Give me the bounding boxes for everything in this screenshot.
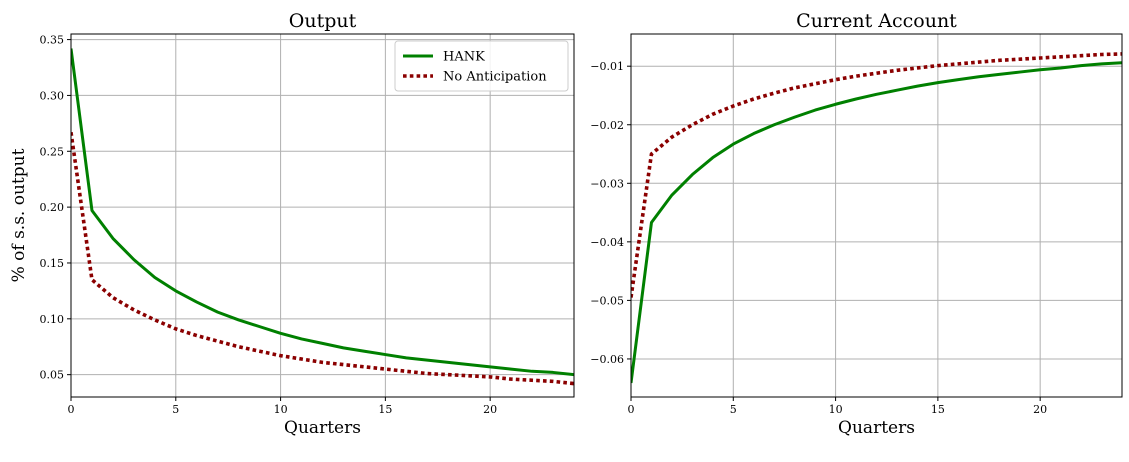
x-tick-label: 15 [378, 403, 392, 416]
legend: HANK No Anticipation [394, 40, 569, 92]
series-line-hank [71, 48, 574, 377]
legend-entry: No Anticipation [443, 70, 547, 85]
chart-title: Current Account [796, 10, 957, 32]
y-tick-label: −0.04 [590, 236, 624, 249]
y-tick-label: 0.25 [40, 145, 65, 158]
x-tick-label: 20 [1033, 403, 1047, 416]
series-line-no-anticipation [631, 52, 1122, 298]
y-tick-label: 0.20 [40, 201, 65, 214]
x-axis-label: Quarters [284, 418, 361, 438]
chart-panel-2: 0 5 10 15 20 −0.06 −0.05 −0.04 −0.03 −0.02 −0.01 Cu… [590, 10, 1123, 438]
y-tick-label: −0.01 [590, 60, 624, 73]
chart-title: Output [289, 10, 357, 32]
x-tick-label: 5 [730, 403, 737, 416]
series-line-no-anticipation [71, 132, 574, 386]
x-tick-label: 15 [931, 403, 945, 416]
y-tick-label: 0.35 [40, 34, 65, 47]
grid [70, 34, 574, 397]
y-axis-label: % of s.s. output [9, 148, 29, 282]
x-tick-label: 0 [628, 403, 635, 416]
legend-entry: HANK [443, 50, 485, 65]
y-tick-label: 0.05 [40, 369, 65, 382]
axes-frame [70, 33, 575, 398]
x-axis-label: Quarters [838, 418, 915, 438]
series-line-hank [631, 61, 1122, 384]
chart-panel-1: 0 5 10 15 20 0.05 0.10 0.15 0.20 0.25 0.30 0.35 Outp… [9, 10, 575, 438]
y-tick-label: −0.02 [590, 119, 624, 132]
y-tick-label: −0.05 [590, 294, 624, 307]
legend-box [394, 40, 569, 92]
y-tick-label: 0.15 [40, 257, 65, 270]
y-tick-label: −0.06 [590, 353, 624, 366]
y-tick-label: 0.30 [40, 89, 65, 102]
series-group [71, 48, 574, 386]
axes-frame [630, 33, 1123, 398]
x-tick-label: 0 [68, 403, 75, 416]
x-tick-label: 10 [274, 403, 288, 416]
y-tick-label: 0.10 [40, 313, 65, 326]
x-tick-label: 20 [483, 403, 497, 416]
y-tick-label: −0.03 [590, 177, 624, 190]
series-group [631, 52, 1122, 384]
grid [630, 34, 1122, 397]
x-tick-label: 5 [172, 403, 179, 416]
x-tick-label: 10 [829, 403, 843, 416]
